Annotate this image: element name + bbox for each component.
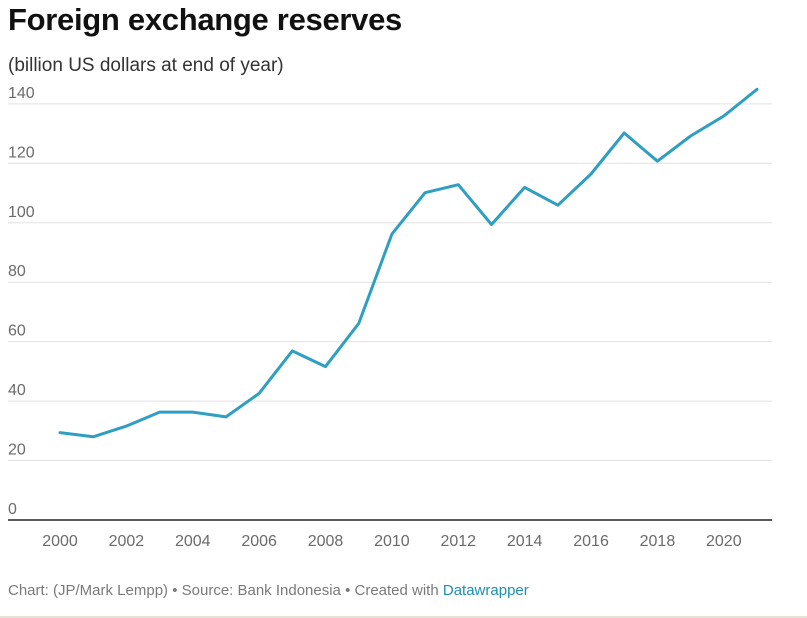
- x-tick-label: 2004: [175, 533, 211, 550]
- x-tick-label: 2010: [374, 533, 410, 550]
- series-line-0: [58, 87, 759, 439]
- datawrapper-link[interactable]: Datawrapper: [442, 582, 529, 599]
- x-tick-label: 2016: [573, 533, 609, 550]
- x-tick-label: 2008: [308, 533, 344, 550]
- y-tick-label: 60: [8, 323, 26, 340]
- x-tick-label: 2012: [440, 533, 476, 550]
- x-axis-ticks: 2000 2002 2004 2006 2008 2010 2012 2014 2016 2018…: [42, 533, 742, 550]
- series-layer: [58, 87, 759, 439]
- y-tick-label: 140: [8, 85, 35, 102]
- y-tick-label: 80: [8, 263, 26, 280]
- x-tick-label: 2014: [507, 533, 543, 550]
- chart-title: Foreign exchange reserves: [8, 2, 402, 37]
- footer-credits: Chart: (JP/Mark Lempp) • Source: Bank In…: [8, 582, 443, 599]
- bottom-divider: [0, 616, 807, 618]
- gridlines: [8, 103, 772, 462]
- x-tick-label: 2000: [42, 533, 78, 550]
- x-tick-label: 2006: [241, 533, 277, 550]
- chart-subtitle: (billion US dollars at end of year): [8, 55, 284, 76]
- chart-footer: Chart: (JP/Mark Lempp) • Source: Bank In…: [8, 582, 529, 599]
- x-tick-label: 2002: [109, 533, 145, 550]
- y-axis-ticks: 0 20 40 60 80 100 120 140: [8, 85, 35, 518]
- y-tick-label: 0: [8, 501, 17, 518]
- y-tick-label: 120: [8, 144, 35, 161]
- y-tick-label: 20: [8, 442, 26, 459]
- x-tick-label: 2020: [706, 533, 742, 550]
- y-tick-label: 40: [8, 382, 26, 399]
- x-tick-label: 2018: [640, 533, 676, 550]
- y-tick-label: 100: [8, 204, 35, 221]
